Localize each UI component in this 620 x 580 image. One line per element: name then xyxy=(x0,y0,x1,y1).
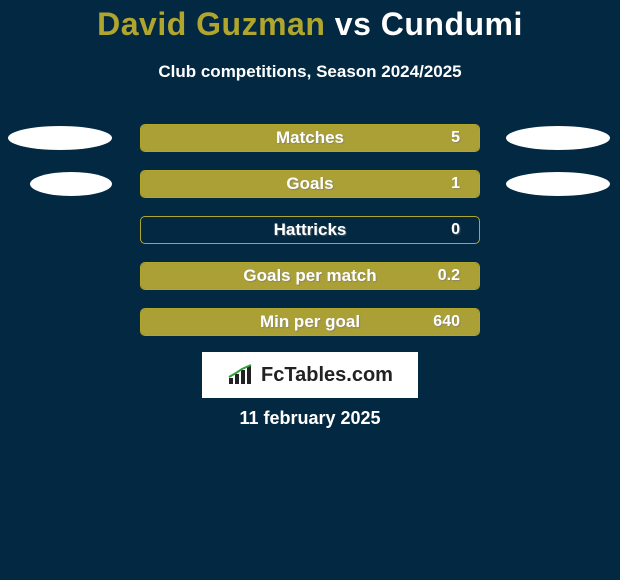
stat-row: Goals per match0.2 xyxy=(0,262,620,308)
stat-row: Goals1 xyxy=(0,170,620,216)
bar-track xyxy=(140,262,480,290)
stat-rows: Matches5Goals1Hattricks0Goals per match0… xyxy=(0,124,620,354)
right-ellipse xyxy=(506,172,610,196)
stat-row: Min per goal640 xyxy=(0,308,620,354)
brand-logo: FcTables.com xyxy=(202,352,418,398)
footer-date: 11 february 2025 xyxy=(0,408,620,429)
right-ellipse xyxy=(506,126,610,150)
stat-row: Matches5 xyxy=(0,124,620,170)
title-vs: vs xyxy=(335,6,372,42)
bar-chart-icon xyxy=(227,364,255,386)
comparison-infographic: David Guzman vs Cundumi Club competition… xyxy=(0,0,620,580)
subtitle: Club competitions, Season 2024/2025 xyxy=(0,62,620,82)
bar-fill-left xyxy=(141,309,479,335)
bar-fill-left xyxy=(141,125,479,151)
page-title: David Guzman vs Cundumi xyxy=(0,6,620,43)
bar-fill-left xyxy=(141,263,479,289)
left-ellipse xyxy=(8,126,112,150)
bar-fill-left xyxy=(141,171,479,197)
bar-track xyxy=(140,170,480,198)
bar-track xyxy=(140,308,480,336)
player-1-name: David Guzman xyxy=(97,6,325,42)
left-ellipse xyxy=(30,172,112,196)
bar-track xyxy=(140,216,480,244)
brand-text: FcTables.com xyxy=(261,364,393,387)
bar-track xyxy=(140,124,480,152)
player-2-name: Cundumi xyxy=(381,6,523,42)
stat-row: Hattricks0 xyxy=(0,216,620,262)
